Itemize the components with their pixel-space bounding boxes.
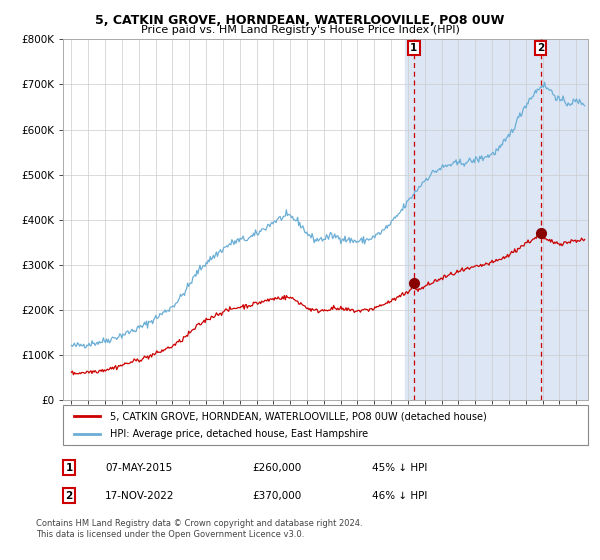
Text: £260,000: £260,000	[252, 463, 301, 473]
Text: Contains HM Land Registry data © Crown copyright and database right 2024.: Contains HM Land Registry data © Crown c…	[36, 519, 362, 528]
Text: 17-NOV-2022: 17-NOV-2022	[105, 491, 175, 501]
Text: 07-MAY-2015: 07-MAY-2015	[105, 463, 172, 473]
Text: 2: 2	[65, 491, 73, 501]
Text: This data is licensed under the Open Government Licence v3.0.: This data is licensed under the Open Gov…	[36, 530, 304, 539]
Text: 45% ↓ HPI: 45% ↓ HPI	[372, 463, 427, 473]
FancyBboxPatch shape	[63, 405, 588, 445]
Text: HPI: Average price, detached house, East Hampshire: HPI: Average price, detached house, East…	[110, 429, 368, 439]
Text: 2: 2	[537, 43, 544, 53]
Text: Price paid vs. HM Land Registry's House Price Index (HPI): Price paid vs. HM Land Registry's House …	[140, 25, 460, 35]
Text: 1: 1	[410, 43, 418, 53]
Text: 1: 1	[65, 463, 73, 473]
Text: £370,000: £370,000	[252, 491, 301, 501]
Text: 5, CATKIN GROVE, HORNDEAN, WATERLOOVILLE, PO8 0UW: 5, CATKIN GROVE, HORNDEAN, WATERLOOVILLE…	[95, 14, 505, 27]
Text: 46% ↓ HPI: 46% ↓ HPI	[372, 491, 427, 501]
Bar	[404, 39, 588, 400]
Text: 5, CATKIN GROVE, HORNDEAN, WATERLOOVILLE, PO8 0UW (detached house): 5, CATKIN GROVE, HORNDEAN, WATERLOOVILLE…	[110, 411, 487, 421]
